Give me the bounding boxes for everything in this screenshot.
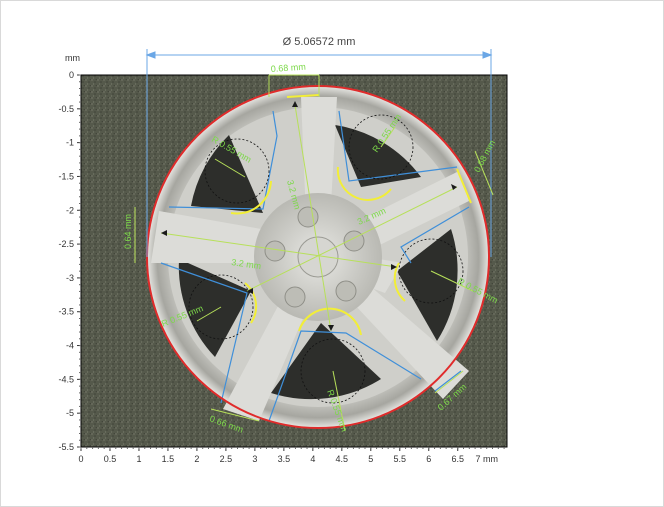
x-tick-label: 6.5 <box>451 454 464 464</box>
x-tick-label: 2.5 <box>220 454 233 464</box>
edge-traces <box>160 110 470 422</box>
x-tick-label: 2 <box>194 454 199 464</box>
y-tick-label: -4.5 <box>58 374 74 384</box>
x-tick-label: 4 <box>310 454 315 464</box>
y-tick-label: -1 <box>66 138 74 148</box>
y-tick-label: -3 <box>66 273 74 283</box>
x-tick-label: 1.5 <box>162 454 175 464</box>
wheel-window <box>335 125 421 187</box>
lug-nut <box>264 240 286 262</box>
y-tick-label: -5.5 <box>58 442 74 452</box>
fillet-arcs <box>230 94 472 336</box>
center-cap <box>297 236 339 278</box>
y-tick-label: -1.5 <box>58 171 74 181</box>
radius-circles <box>188 114 464 404</box>
wheel-image <box>147 86 489 428</box>
x-tick-label: 3.5 <box>278 454 291 464</box>
lug-nut <box>297 206 319 228</box>
lug-nut <box>335 280 357 302</box>
y-unit-label: mm <box>65 53 80 63</box>
y-tick-label: -3.5 <box>58 307 74 317</box>
x-tick-label: 0 <box>78 454 83 464</box>
x-axis-end-label: 7 mm <box>475 454 498 464</box>
axes: 0 0.5 1 1.5 2 2.5 3 3.5 4 4.5 5 5.5 6 6.5 7 mm 0 -0.5 -1 -… <box>58 70 505 464</box>
tip-markers <box>161 101 457 331</box>
diameter-dimension <box>145 49 493 257</box>
length-left-label: 3.2 mm <box>231 257 262 271</box>
wheel-window <box>271 323 381 400</box>
y-tick-label: -2 <box>66 205 74 215</box>
x-tick-label: 3 <box>252 454 257 464</box>
y-tick-label: -4 <box>66 341 74 351</box>
x-tick-label: 5 <box>368 454 373 464</box>
lug-nut <box>284 286 306 308</box>
wheel-window <box>178 259 251 357</box>
measurement-lines <box>134 74 494 432</box>
x-tick-label: 0.5 <box>104 454 117 464</box>
y-tick-label: 0 <box>69 70 74 80</box>
x-tick-label: 1 <box>136 454 141 464</box>
wheel-window <box>191 135 263 213</box>
diameter-label: Ø 5.06572 mm <box>283 36 356 48</box>
y-tick-label: -5 <box>66 408 74 418</box>
x-tick-label: 6 <box>426 454 431 464</box>
spoke-width-top-label: 0.68 mm <box>270 62 306 74</box>
spoke-width-left-label: 0.64 mm <box>123 214 133 249</box>
x-tick-label: 4.5 <box>336 454 349 464</box>
x-tick-label: 5.5 <box>394 454 407 464</box>
wheel-window <box>397 229 458 341</box>
y-tick-label: -2.5 <box>58 239 74 249</box>
y-tick-label: -0.5 <box>58 104 74 114</box>
